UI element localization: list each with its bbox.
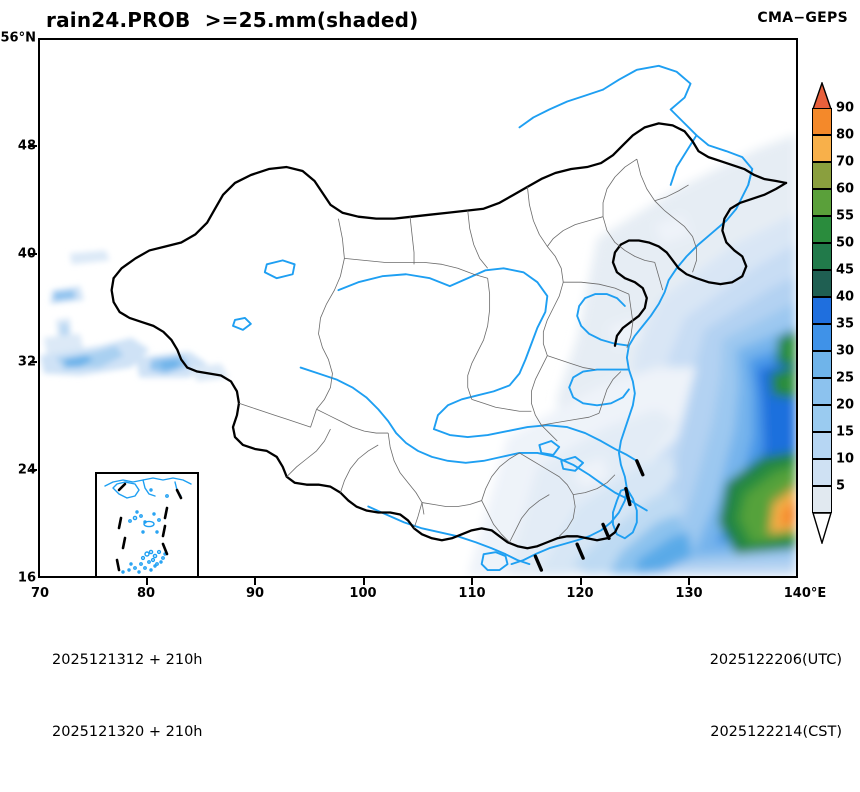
- probability-shading: [467, 134, 796, 576]
- footer: 2025121312 + 210h 2025121320 + 210h 2025…: [0, 600, 860, 740]
- xtick-mark-110: [471, 578, 473, 585]
- ytick-label-32: 32: [17, 354, 36, 370]
- cb-label-70: 70: [836, 154, 855, 170]
- map-plot-area[interactable]: 审图号: GS(2019) 1786 1:20000000: [38, 38, 798, 578]
- cb-label-60: 60: [836, 181, 855, 197]
- init-time-cst-line: 2025121320 + 210h: [52, 724, 203, 740]
- map-canvas: [40, 64, 796, 576]
- cb-label-80: 80: [836, 127, 855, 143]
- footer-right: 2025122206(UTC) 2025122214(CST): [710, 600, 842, 792]
- xtick-mark-120: [580, 578, 582, 585]
- ytick-label-24: 24: [17, 462, 36, 478]
- valid-time-utc: 2025122206(UTC): [709, 652, 842, 668]
- cb-band-70-80[interactable]: [812, 135, 832, 162]
- xtick-label-70: 70: [30, 586, 50, 601]
- cb-label-25: 25: [836, 370, 855, 386]
- x-axis: 70 80 90 100 110 120 130 140°E: [0, 578, 860, 608]
- xtick-label-120: 120: [566, 586, 594, 601]
- init-time-utc-line: 2025121312 + 210h: [52, 652, 203, 668]
- cb-band-40-45[interactable]: [812, 270, 832, 297]
- nine-dash-line: [533, 459, 645, 572]
- cb-band-80-90[interactable]: [812, 108, 832, 135]
- ytick-label-56: 56°N: [0, 30, 36, 46]
- ytick-mark-40: [30, 253, 37, 255]
- cb-band-25-30[interactable]: [812, 351, 832, 378]
- cb-band-55-60[interactable]: [812, 189, 832, 216]
- national-border-layer: [110, 122, 788, 550]
- cb-label-30: 30: [836, 343, 855, 359]
- cb-band-60-70[interactable]: [812, 162, 832, 189]
- cb-label-10: 10: [836, 451, 855, 467]
- cb-band-below-5[interactable]: [812, 486, 832, 513]
- xtick-label-90: 90: [245, 586, 265, 601]
- cb-band-5-10[interactable]: [812, 459, 832, 486]
- ytick-mark-24: [30, 469, 37, 471]
- valid-time-cst: 2025122214(CST): [710, 724, 842, 740]
- cb-label-15: 15: [836, 424, 855, 440]
- cb-band-30-35[interactable]: [812, 324, 832, 351]
- inset-canvas: [104, 477, 192, 576]
- xtick-label-80: 80: [136, 586, 156, 601]
- cb-band-10-15[interactable]: [812, 432, 832, 459]
- model-label: CMA−GEPS: [757, 10, 848, 26]
- page-title: rain24.PROB >=25.mm(shaded): [46, 8, 419, 32]
- cb-band-45-50[interactable]: [812, 243, 832, 270]
- cb-label-35: 35: [836, 316, 855, 332]
- rivers-layer: [232, 64, 754, 571]
- ytick-label-16: 16: [17, 570, 36, 586]
- ytick-mark-48: [30, 145, 37, 147]
- cb-label-45: 45: [836, 262, 855, 278]
- cb-band-15-20[interactable]: [812, 405, 832, 432]
- cb-label-5: 5: [836, 478, 846, 494]
- cb-label-50: 50: [836, 235, 855, 251]
- colorbar-bottom-arrow: [812, 512, 832, 544]
- probability-shading-west: [40, 250, 229, 382]
- south-china-sea-inset[interactable]: 1:40000000: [95, 472, 199, 576]
- xtick-label-130: 130: [675, 586, 703, 601]
- cb-label-40: 40: [836, 289, 855, 305]
- weather-map-page: rain24.PROB >=25.mm(shaded) CMA−GEPS: [0, 0, 860, 740]
- cb-label-55: 55: [836, 208, 855, 224]
- xtick-mark-90: [254, 578, 256, 585]
- cb-band-50-55[interactable]: [812, 216, 832, 243]
- ytick-label-40: 40: [17, 246, 36, 262]
- y-axis: 56°N 48 40 32 24 16: [0, 0, 37, 600]
- cb-label-90: 90: [836, 100, 855, 116]
- xtick-label-110: 110: [458, 586, 486, 601]
- xtick-label-140: 140°E: [783, 586, 827, 601]
- xtick-mark-100: [363, 578, 365, 585]
- xtick-label-100: 100: [349, 586, 377, 601]
- cb-label-20: 20: [836, 397, 855, 413]
- colorbar[interactable]: 90 80 70 60 55 50 45 40 35 30 25 20 15 1…: [812, 82, 854, 544]
- colorbar-top-arrow: [812, 82, 832, 110]
- province-border-layer: [238, 158, 697, 543]
- ytick-mark-32: [30, 361, 37, 363]
- ytick-label-48: 48: [17, 138, 36, 154]
- cb-band-20-25[interactable]: [812, 378, 832, 405]
- xtick-mark-130: [688, 578, 690, 585]
- xtick-mark-80: [146, 578, 148, 585]
- cb-band-35-40[interactable]: [812, 297, 832, 324]
- footer-left: 2025121312 + 210h 2025121320 + 210h: [52, 600, 203, 792]
